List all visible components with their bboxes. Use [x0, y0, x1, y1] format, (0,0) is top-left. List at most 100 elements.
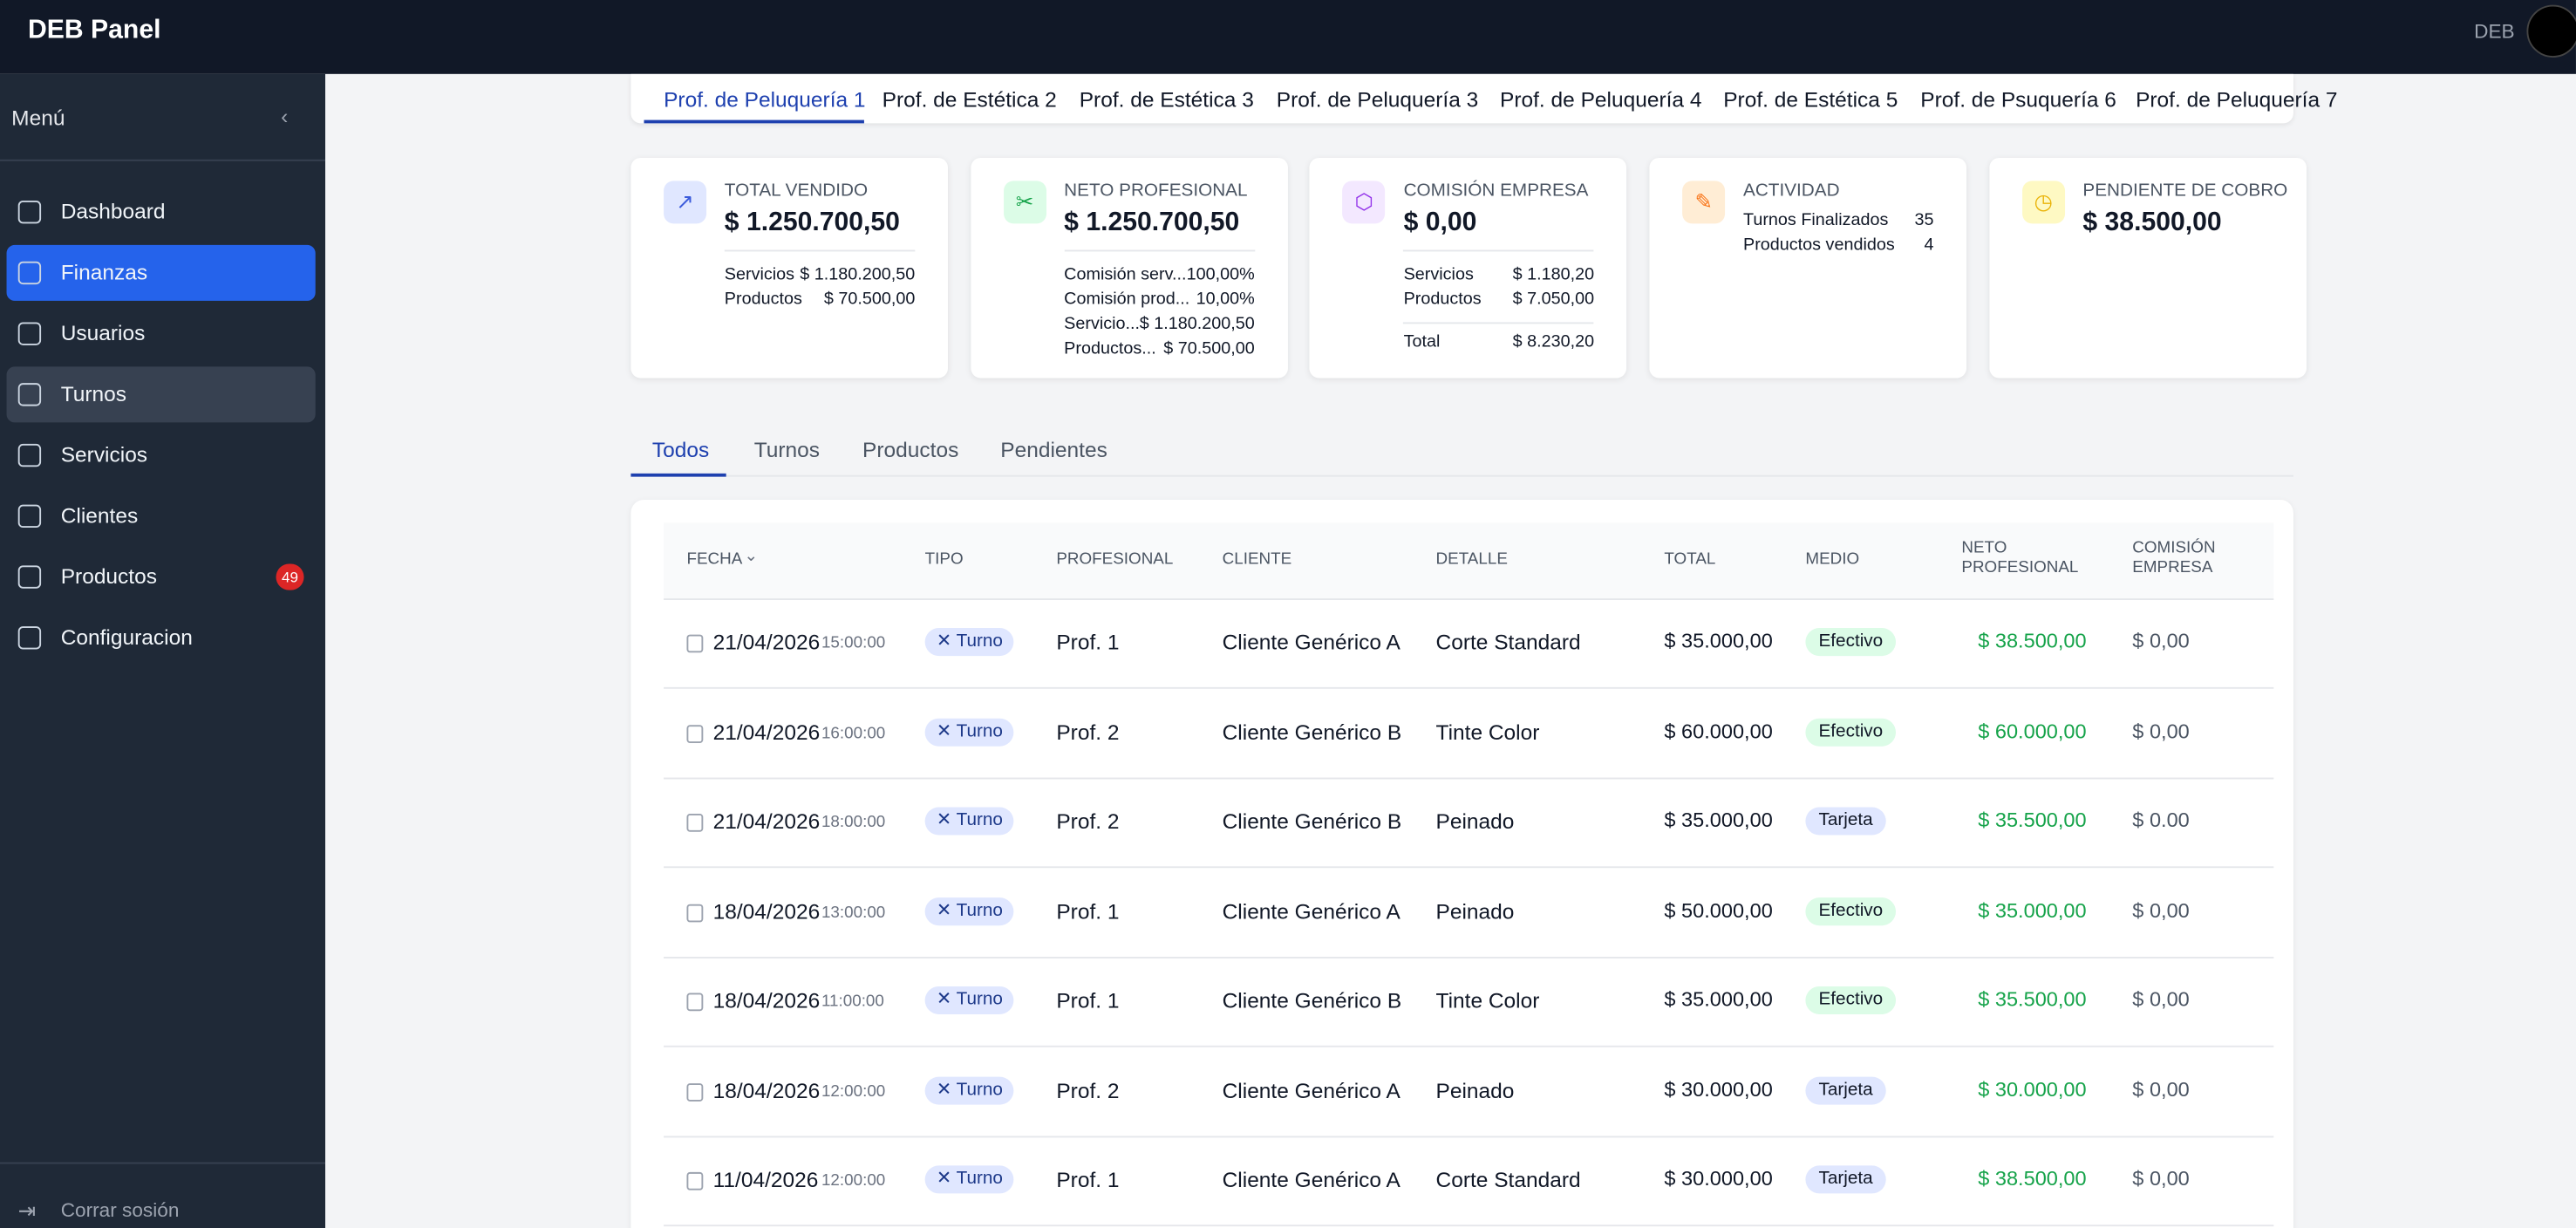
card-title: ACTIVIDAD: [1742, 181, 1840, 201]
row-divider: [664, 956, 2274, 958]
time: 16:00:00: [821, 724, 886, 743]
card-title: TOTAL VENDIDO: [724, 181, 869, 201]
calendar-icon: [686, 1082, 704, 1101]
total: $ 35.000,00: [1664, 808, 1773, 832]
card-value: $ 0,00: [1403, 208, 1477, 237]
client: Cliente Genérico B: [1222, 808, 1402, 834]
net-professional: $ 35.500,00: [1978, 987, 2087, 1012]
prof-tab-bar: [630, 73, 2293, 124]
prof-tab[interactable]: Prof. de Peluquería 4: [1500, 86, 1702, 113]
nav-icon: [17, 322, 42, 345]
payment-method: Efectivo: [1805, 897, 1897, 925]
user-name: DEB: [2474, 19, 2515, 44]
section-tab[interactable]: Pendientes: [1000, 437, 1107, 462]
row-divider: [664, 1045, 2274, 1047]
column-header: NETO PROFESIONAL: [1961, 539, 2079, 577]
card-icon: ⬡: [1342, 181, 1386, 224]
card-divider: [1403, 322, 1595, 324]
section-tab[interactable]: Todos: [651, 437, 710, 462]
calendar-icon: [686, 1171, 704, 1190]
detail: Peinado: [1435, 898, 1515, 924]
prof-tab[interactable]: Prof. de Estética 2: [882, 86, 1057, 113]
net-professional: $ 30.000,00: [1978, 1077, 2087, 1101]
card-title: NETO PROFESIONAL: [1064, 181, 1248, 201]
professional: Prof. 2: [1056, 808, 1120, 834]
section-tab[interactable]: Productos: [862, 437, 959, 462]
card-value: $ 1.250.700,50: [724, 208, 900, 237]
nav-label: Clientes: [60, 502, 139, 529]
menu-title: Menú: [11, 105, 65, 130]
company-commission: $ 0,00: [2132, 719, 2190, 743]
net-professional: $ 35.000,00: [1978, 898, 2087, 922]
calendar-icon: [686, 903, 704, 922]
logout-icon[interactable]: ⇥: [17, 1198, 37, 1224]
payment-method: Efectivo: [1805, 986, 1897, 1014]
column-header[interactable]: FECHA: [686, 550, 743, 570]
date: 21/04/2026: [712, 719, 821, 744]
client: Cliente Genérico A: [1222, 629, 1400, 655]
professional: Prof. 1: [1056, 629, 1120, 655]
prof-tab[interactable]: Prof. de Estética 5: [1723, 86, 1898, 113]
total: $ 35.000,00: [1664, 987, 1773, 1012]
logout-label[interactable]: Corrar sosión: [60, 1198, 180, 1222]
date: 21/04/2026: [712, 629, 821, 655]
divider: [0, 1162, 326, 1164]
total: $ 30.000,00: [1664, 1167, 1773, 1190]
card-line-label: Productos...: [1064, 338, 1156, 358]
card-line-value: 10,00%: [1196, 289, 1255, 310]
nav-item[interactable]: [7, 488, 316, 544]
nav-label: Productos: [60, 563, 158, 589]
card-line-value: 100,00%: [1186, 264, 1255, 285]
nav-label: Turnos: [60, 381, 127, 406]
total: $ 50.000,00: [1664, 898, 1773, 922]
client: Cliente Genérico B: [1222, 719, 1402, 744]
sort-icon[interactable]: ⌄: [744, 547, 759, 566]
card-icon: ✎: [1682, 181, 1726, 224]
detail: Peinado: [1435, 808, 1515, 834]
date: 18/04/2026: [712, 987, 821, 1013]
type-badge: ✕ Turno: [924, 628, 1015, 657]
card-line-label: Productos: [1403, 289, 1482, 310]
payment-method: Efectivo: [1805, 628, 1897, 657]
card-line-value: $ 1.180.200,50: [1139, 314, 1255, 334]
nav-item[interactable]: [7, 549, 316, 605]
nav-item[interactable]: [7, 427, 316, 483]
total: $ 35.000,00: [1664, 629, 1773, 653]
type-badge: ✕ Turno: [924, 897, 1015, 925]
type-badge: ✕ Turno: [924, 807, 1015, 836]
collapse-icon[interactable]: ‹: [281, 103, 289, 129]
nav-label: Servicios: [60, 442, 148, 467]
nav-label: Usuarios: [60, 320, 146, 345]
company-commission: $ 0,00: [2132, 898, 2190, 922]
section-tab[interactable]: Turnos: [753, 437, 821, 462]
tab-underline: [630, 473, 726, 477]
card-line-label: Comisión prod...: [1064, 289, 1190, 310]
tab-line: [630, 474, 2293, 477]
nav-item[interactable]: [7, 306, 316, 362]
card-title: PENDIENTE DE COBRO: [2082, 181, 2288, 201]
prof-tab[interactable]: Prof. de Peluquería 7: [2136, 86, 2338, 113]
professional: Prof. 1: [1056, 898, 1120, 924]
prof-tab[interactable]: Prof. de Peluquería 3: [1276, 86, 1479, 113]
prof-tab[interactable]: Prof. de Peluquería 1: [664, 86, 866, 113]
detail: Corte Standard: [1435, 1167, 1581, 1192]
client: Cliente Genérico B: [1222, 987, 1402, 1013]
column-header: PROFESIONAL: [1056, 550, 1174, 570]
prof-tab[interactable]: Prof. de Psuquería 6: [1920, 86, 2116, 113]
prof-tab[interactable]: Prof. de Estética 3: [1079, 86, 1254, 113]
detail: Tinte Color: [1435, 719, 1540, 744]
card-line-value: 35: [1914, 210, 1934, 230]
nav-item[interactable]: [6, 366, 316, 423]
avatar[interactable]: [2526, 4, 2576, 58]
nav-icon: [17, 504, 42, 529]
column-header: COMISIÓN EMPRESA: [2132, 539, 2216, 577]
nav-item[interactable]: [6, 244, 316, 301]
payment-method: Tarjeta: [1805, 1075, 1886, 1104]
total: $ 30.000,00: [1664, 1077, 1773, 1101]
client: Cliente Genérico A: [1222, 1077, 1400, 1102]
prof-tab-underline: [644, 119, 864, 124]
time: 13:00:00: [821, 903, 886, 922]
table-head-bg: [664, 522, 2274, 600]
column-header: TOTAL: [1664, 550, 1716, 570]
